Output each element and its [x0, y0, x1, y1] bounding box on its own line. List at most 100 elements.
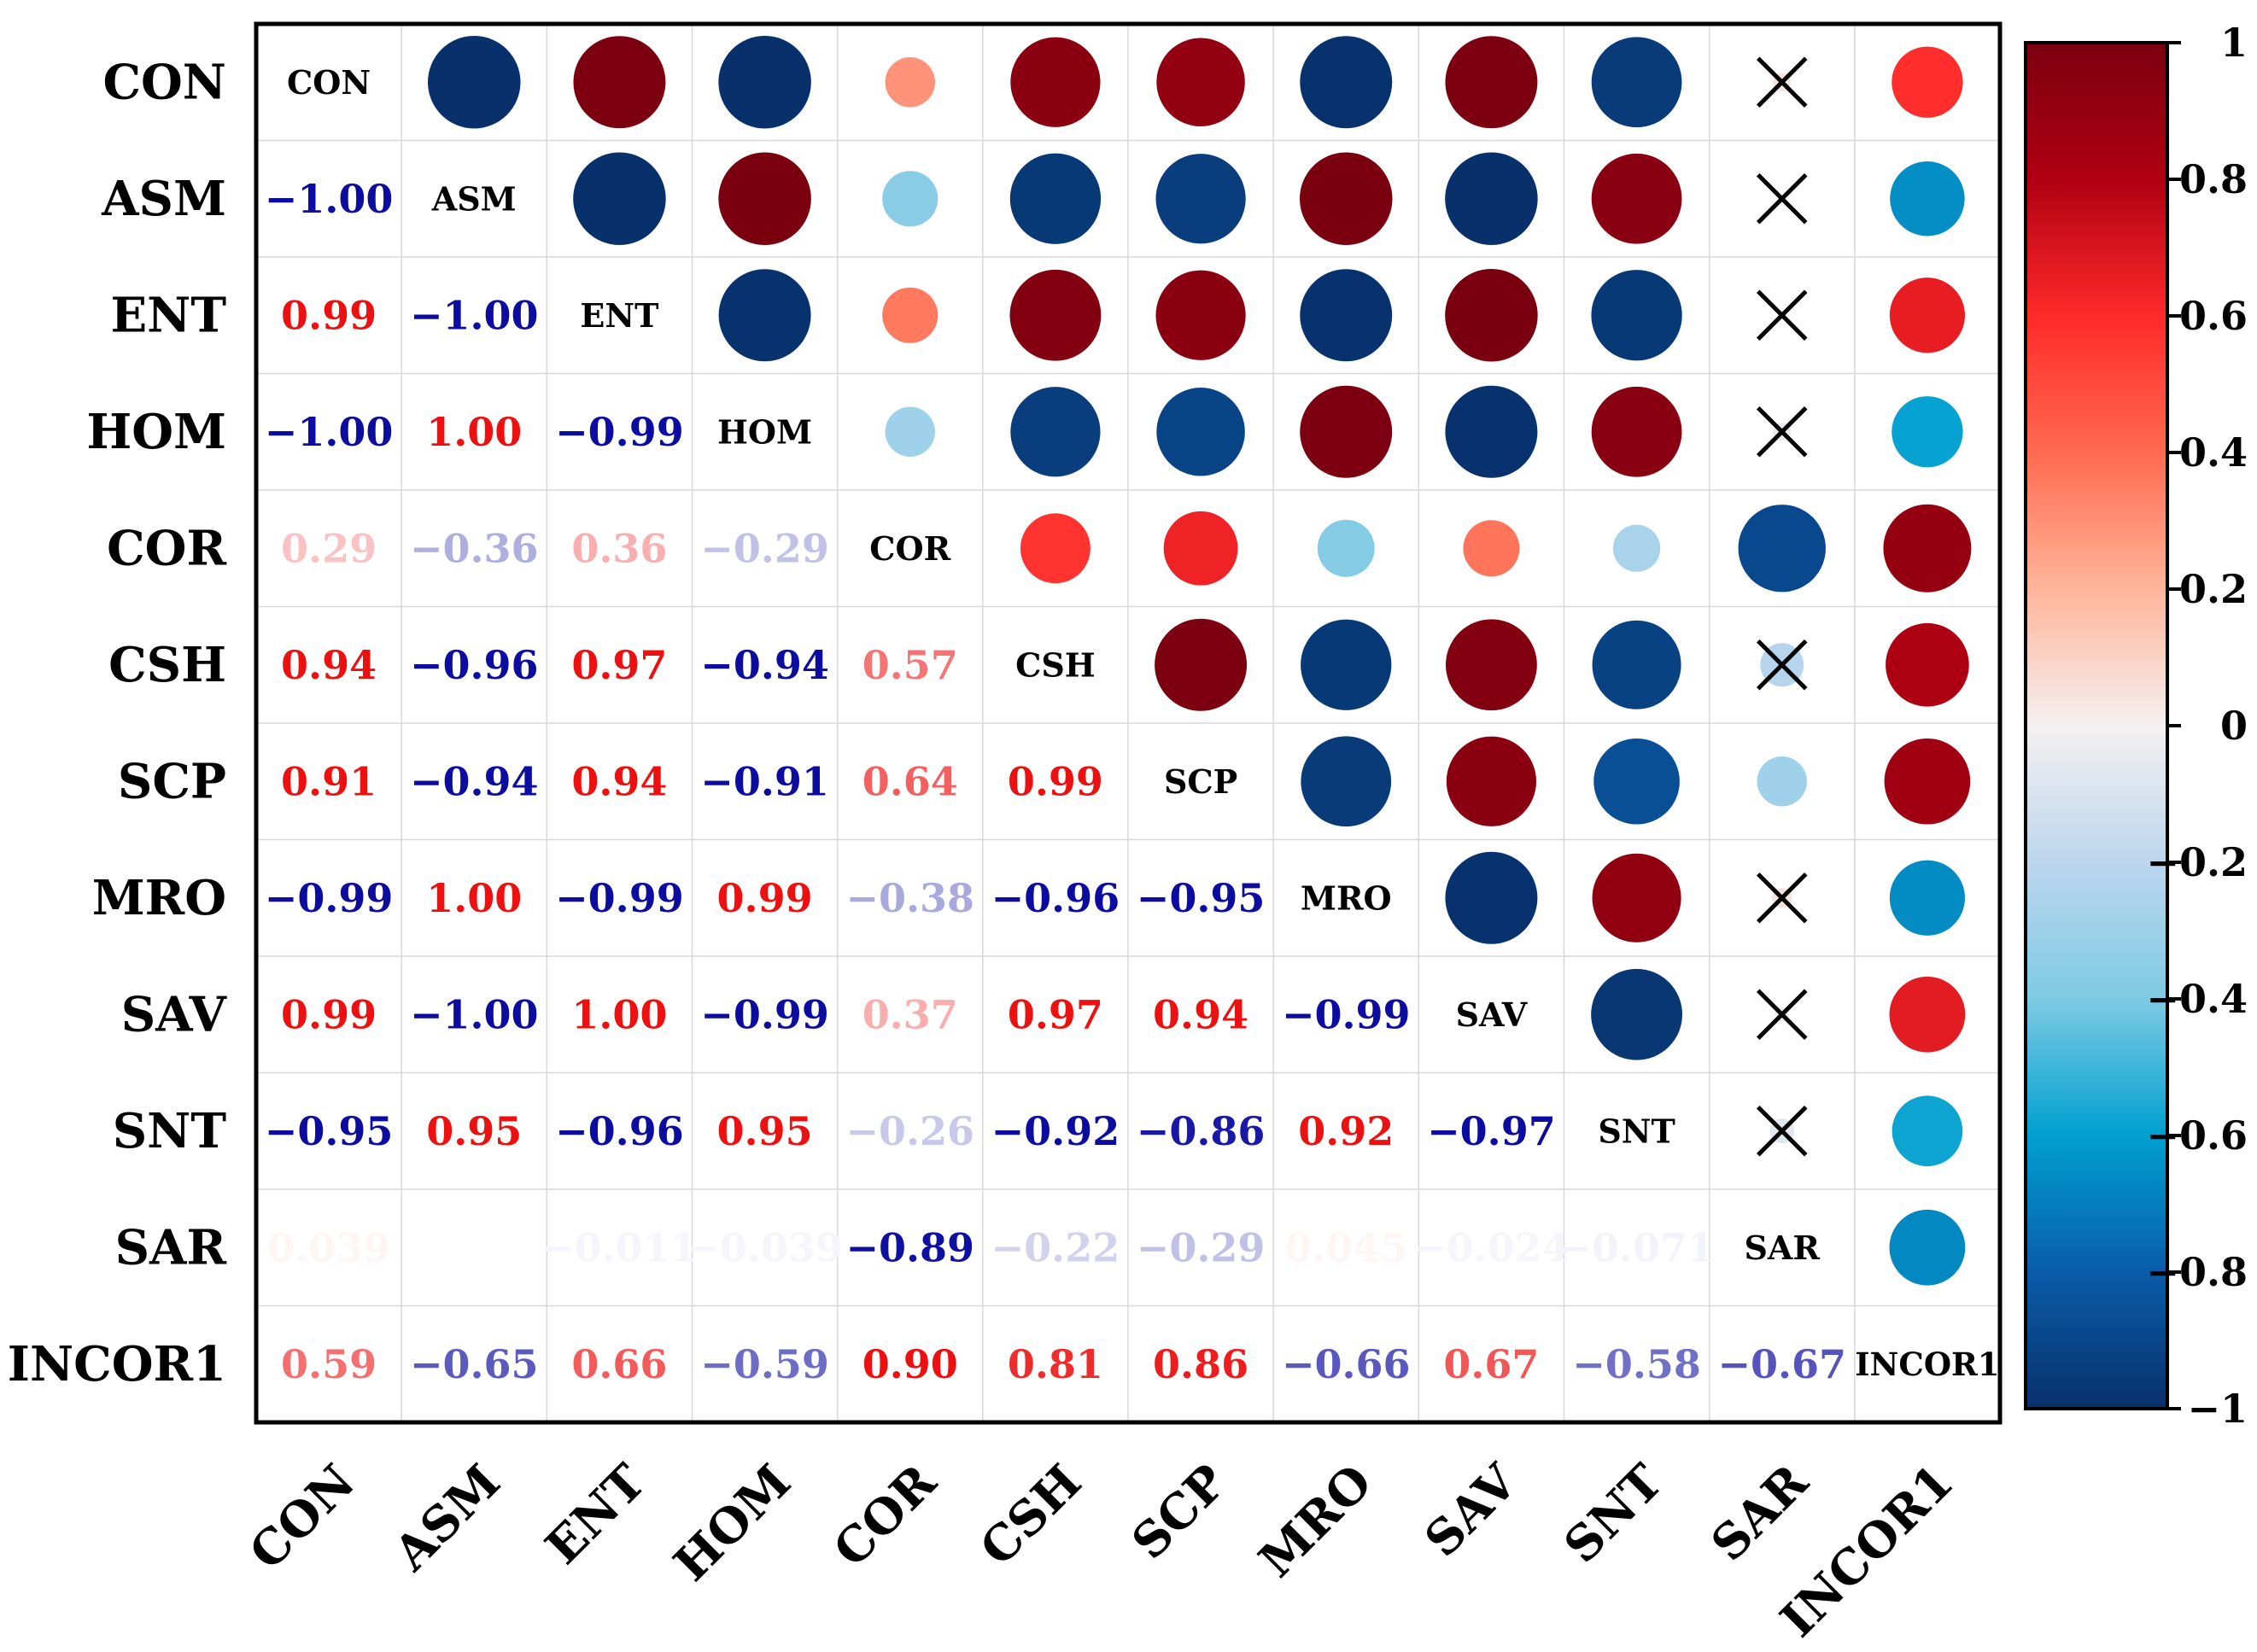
- column-label-snt: SNT: [1553, 1453, 1674, 1573]
- colorbar: 1 0.8 0.6 0.4 0.2 0 −0.2 −0.4 −0.6 −0.8 −1: [2024, 20, 2248, 1432]
- corr-circle-asm-incor1: [1890, 161, 1965, 236]
- column-label-asm: ASM: [383, 1454, 512, 1583]
- column-label-mro: MRO: [1248, 1454, 1383, 1589]
- diagonal-label-hom: HOM: [717, 412, 812, 451]
- corr-value-label-scp-ent: 0.94: [571, 758, 667, 804]
- corr-value-label-incor1-scp: 0.86: [1153, 1341, 1248, 1387]
- corr-circle-con-snt: [1591, 37, 1682, 128]
- not-significant-cross-mark: [1756, 172, 1808, 225]
- corr-circle-hom-snt: [1591, 386, 1682, 477]
- corr-value-label-mro-cor: −0.38: [845, 875, 974, 921]
- corr-circle-asm-hom: [718, 152, 811, 245]
- corr-circle-cor-mro: [1317, 519, 1375, 577]
- corr-circle-cor-sar: [1738, 505, 1826, 593]
- row-label-asm: ASM: [101, 171, 226, 227]
- corr-value-label-snt-hom: 0.95: [717, 1108, 813, 1154]
- corr-value-label-sar-cor: −0.89: [845, 1224, 974, 1270]
- corr-circle-ent-hom: [718, 269, 811, 362]
- corr-value-label-mro-ent: −0.99: [555, 875, 684, 921]
- row-label-incor1: INCOR1: [8, 1336, 226, 1392]
- corr-value-label-mro-csh: −0.96: [991, 875, 1120, 921]
- column-label-con: CON: [239, 1454, 366, 1581]
- diagonal-label-sav: SAV: [1456, 995, 1529, 1034]
- corr-value-label-csh-con: 0.94: [281, 642, 377, 688]
- corr-value-label-sav-mro: −0.99: [1282, 991, 1411, 1037]
- column-label-ent: ENT: [535, 1453, 657, 1575]
- corr-circle-asm-ent: [573, 152, 666, 245]
- corr-circle-mro-sav: [1445, 851, 1538, 944]
- corr-value-label-snt-mro: 0.92: [1298, 1108, 1394, 1154]
- corr-circle-cor-scp: [1163, 511, 1238, 586]
- corr-value-label-sar-scp: −0.29: [1137, 1224, 1266, 1270]
- corr-value-label-sav-csh: 0.97: [1008, 991, 1103, 1037]
- corr-value-label-sav-ent: 1.00: [571, 991, 667, 1037]
- corr-circle-cor-snt: [1612, 524, 1661, 572]
- corr-value-label-cor-asm: −0.36: [410, 525, 539, 571]
- column-label-sav: SAV: [1414, 1453, 1529, 1568]
- corr-circle-csh-incor1: [1886, 622, 1969, 707]
- diagonal-label-snt: SNT: [1598, 1112, 1675, 1150]
- colorbar-tick-label: 0.6: [2179, 293, 2248, 339]
- corr-value-label-scp-hom: −0.91: [700, 758, 829, 804]
- corr-circle-cor-sav: [1463, 520, 1520, 577]
- corr-circle-asm-sav: [1445, 152, 1538, 245]
- corr-value-label-sar-sav: −0.024: [1413, 1224, 1570, 1270]
- colorbar-tick-label: −0.2: [2146, 839, 2248, 885]
- corr-value-label-csh-hom: −0.94: [700, 642, 829, 688]
- corr-circle-ent-snt: [1591, 270, 1682, 361]
- colorbar-tick-label: 1: [2220, 20, 2248, 66]
- corr-circle-csh-scp: [1155, 618, 1248, 711]
- corr-circle-con-cor: [885, 57, 935, 108]
- row-label-con: CON: [102, 54, 226, 110]
- row-label-scp: SCP: [118, 753, 226, 809]
- row-label-hom: HOM: [86, 404, 226, 460]
- corr-circle-ent-sav: [1445, 269, 1538, 362]
- corr-circle-hom-scp: [1156, 387, 1245, 476]
- colorbar-tick-label: 0.8: [2179, 156, 2248, 202]
- column-label-scp: SCP: [1121, 1454, 1238, 1571]
- row-label-mro: MRO: [92, 870, 226, 926]
- diagonal-label-asm: ASM: [431, 179, 517, 218]
- corr-value-label-ent-asm: −1.00: [410, 292, 539, 338]
- corr-value-label-mro-asm: 1.00: [426, 875, 522, 921]
- corr-value-label-scp-con: 0.91: [281, 758, 377, 804]
- corr-value-label-snt-sav: −0.97: [1427, 1108, 1556, 1154]
- corr-value-label-csh-asm: −0.96: [410, 642, 539, 688]
- corr-value-label-sav-con: 0.99: [281, 991, 377, 1037]
- diagonal-label-cor: COR: [869, 529, 950, 568]
- corr-value-label-sav-asm: −1.00: [410, 991, 539, 1037]
- matrix-frame: [254, 21, 2003, 1425]
- column-label-hom: HOM: [664, 1454, 802, 1592]
- diagonal-label-mro: MRO: [1301, 879, 1392, 917]
- not-significant-cross-mark: [1756, 989, 1808, 1041]
- corr-circle-hom-incor1: [1892, 396, 1963, 468]
- corr-circle-asm-csh: [1009, 153, 1102, 244]
- diagonal-label-ent: ENT: [580, 296, 658, 335]
- corr-circle-scp-mro: [1301, 736, 1392, 827]
- corr-circle-con-csh: [1010, 37, 1101, 127]
- corr-value-label-incor1-snt: −0.58: [1572, 1341, 1701, 1387]
- corr-circle-hom-sav: [1445, 385, 1538, 478]
- corr-circle-scp-snt: [1593, 738, 1680, 825]
- not-significant-cross-mark: [1756, 56, 1808, 108]
- colorbar-gradient: [2024, 41, 2169, 1410]
- not-significant-cross-mark: [1756, 872, 1808, 924]
- row-label-sav: SAV: [121, 986, 228, 1042]
- corr-circle-cor-csh: [1020, 513, 1090, 584]
- colorbar-tick-label: −0.8: [2146, 1249, 2248, 1295]
- not-significant-cross-mark: [1756, 289, 1808, 341]
- corr-value-label-snt-asm: 0.95: [426, 1108, 522, 1154]
- diagonal-label-incor1: INCOR1: [1855, 1346, 1999, 1383]
- corr-value-label-hom-con: −1.00: [265, 409, 394, 455]
- corr-circle-csh-sav: [1445, 619, 1537, 711]
- colorbar-tick-label: 0: [2220, 703, 2248, 749]
- corr-value-label-sar-snt: −0.071: [1558, 1224, 1715, 1270]
- corr-value-label-snt-cor: −0.26: [845, 1108, 974, 1154]
- corr-value-label-incor1-cor: 0.90: [862, 1341, 958, 1387]
- corr-value-label-hom-asm: 1.00: [426, 409, 522, 455]
- corr-value-label-sar-con: 0.039: [267, 1224, 390, 1270]
- colorbar-tick-label: 0.4: [2179, 429, 2248, 476]
- corr-circle-asm-cor: [882, 171, 938, 227]
- corr-circle-hom-cor: [885, 406, 935, 457]
- corr-circle-sav-snt: [1591, 968, 1683, 1060]
